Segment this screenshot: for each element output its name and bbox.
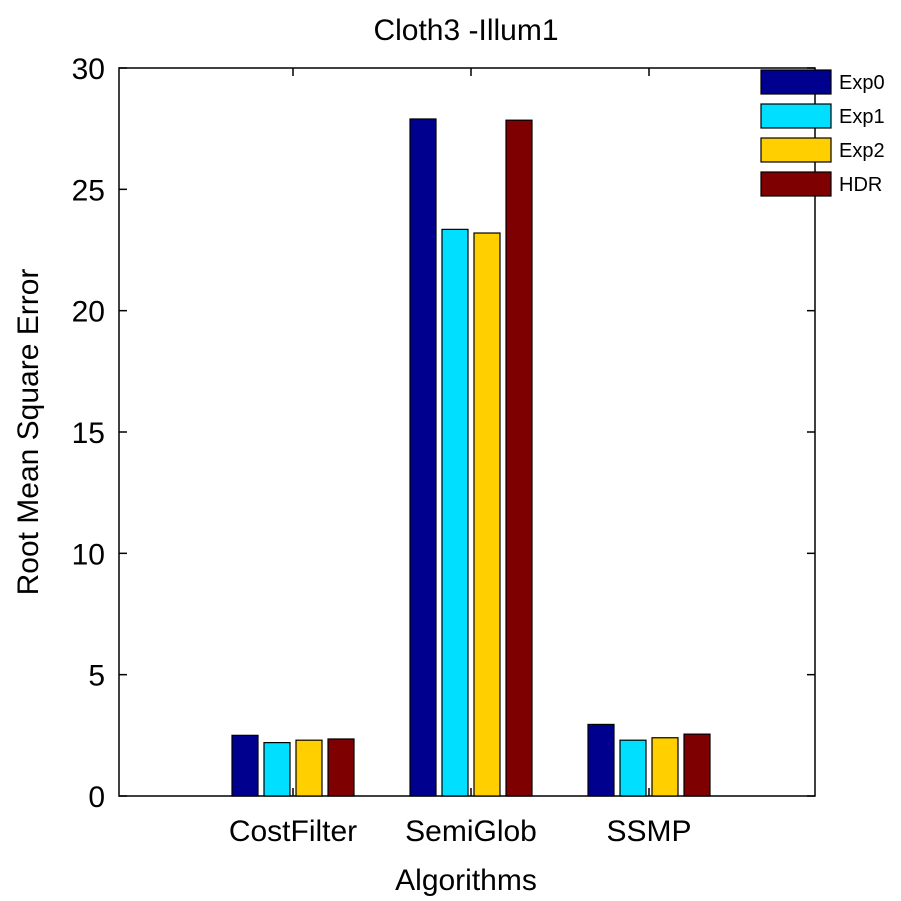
legend-label-exp2: Exp2 — [839, 140, 885, 162]
y-tick-label: 15 — [72, 417, 105, 450]
y-tick-label: 30 — [72, 53, 105, 86]
x-tick-label: SemiGlob — [405, 815, 537, 848]
legend-label-exp1: Exp1 — [839, 106, 885, 128]
legend-swatch-hdr — [760, 171, 832, 197]
y-tick-label: 0 — [88, 781, 105, 814]
legend-label-exp0: Exp0 — [839, 72, 885, 94]
bar-exp1-ssmp — [619, 739, 647, 797]
bar-exp2-costfilter — [295, 739, 323, 797]
y-tick-label: 10 — [72, 538, 105, 571]
chart-title: Cloth3 -Illum1 — [373, 14, 558, 47]
bar-hdr-ssmp — [683, 733, 711, 797]
x-tick-label: CostFilter — [229, 815, 357, 848]
x-tick-label: SSMP — [606, 815, 691, 848]
bar-hdr-costfilter — [327, 738, 355, 797]
x-axis-label: Algorithms — [395, 864, 537, 897]
legend-swatch-exp2 — [760, 137, 832, 163]
bar-exp1-costfilter — [263, 742, 291, 797]
bar-exp0-costfilter — [231, 734, 259, 797]
y-tick-label: 20 — [72, 296, 105, 329]
bar-exp0-ssmp — [587, 723, 615, 797]
bar-exp1-semiglob — [441, 228, 469, 797]
legend-label-hdr: HDR — [839, 174, 882, 196]
legend-swatch-exp1 — [760, 103, 832, 129]
bar-hdr-semiglob — [505, 119, 533, 797]
bar-exp2-ssmp — [651, 737, 679, 797]
y-tick-label: 5 — [88, 660, 105, 693]
bar-exp0-semiglob — [409, 118, 437, 797]
y-tick-label: 25 — [72, 174, 105, 207]
y-axis-label: Root Mean Square Error — [12, 269, 45, 596]
legend-swatch-exp0 — [760, 69, 832, 95]
bar-exp2-semiglob — [473, 232, 501, 797]
legend: Exp0 Exp1 Exp2 HDR — [760, 69, 885, 197]
plot-area: 0 5 10 15 20 25 30 CostFilter SemiGlob SSMP — [72, 53, 816, 848]
